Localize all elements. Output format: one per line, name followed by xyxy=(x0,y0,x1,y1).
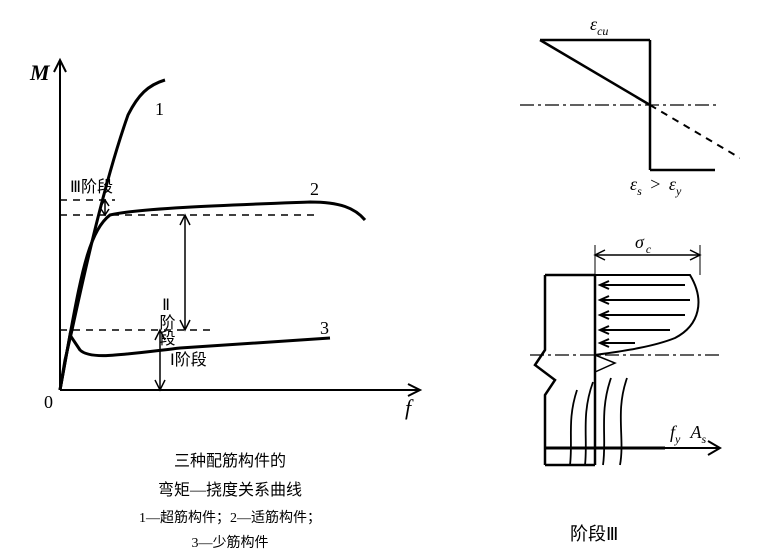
left-caption: 三种配筋构件的 弯矩—挠度关系曲线 1—超筋构件；2—适筋构件； 3—少筋构件 xyxy=(80,448,380,556)
as-sub: s xyxy=(702,432,707,446)
fy-sub: y xyxy=(674,432,681,446)
caption-line-3: 1—超筋构件；2—适筋构件； xyxy=(80,506,380,531)
stage-3-label: Ⅲ阶段 xyxy=(70,178,113,196)
svg-text:fy As: fy As xyxy=(670,422,707,447)
moment-deflection-chart: M f 0 1 2 3 Ⅰ阶段 Ⅱ阶段 xyxy=(10,40,450,460)
sigma-c-sub: c xyxy=(646,242,652,256)
origin-label: 0 xyxy=(44,392,53,412)
stress-diagram: σc xyxy=(485,230,745,510)
curve-1-label: 1 xyxy=(155,99,164,119)
curve-2-label: 2 xyxy=(310,179,319,199)
caption-line-1: 三种配筋构件的 xyxy=(80,448,380,477)
strain-diagram: εcu εs > εy xyxy=(490,10,740,200)
stage-2-label: Ⅱ阶段 xyxy=(157,295,176,346)
stage-1-label: Ⅰ阶段 xyxy=(170,351,207,369)
stage-3-caption: 阶段Ⅲ xyxy=(570,524,618,544)
eps-s-sub: s xyxy=(637,184,642,198)
eps-y-sub: y xyxy=(675,184,682,198)
stage-2-bracket xyxy=(180,215,190,330)
svg-text:εs > εy: εs > εy xyxy=(630,174,682,199)
y-axis-label: M xyxy=(29,60,51,85)
caption-line-4: 3—少筋构件 xyxy=(80,531,380,556)
svg-text:εcu: εcu xyxy=(590,14,608,38)
eps-cu-sub: cu xyxy=(597,24,608,38)
strain-cmp: > xyxy=(650,174,660,194)
x-axis-label: f xyxy=(405,395,414,420)
right-caption: 阶段Ⅲ xyxy=(570,520,618,546)
caption-line-2: 弯矩—挠度关系曲线 xyxy=(80,477,380,506)
curve-3-label: 3 xyxy=(320,318,329,338)
figure-container: M f 0 1 2 3 Ⅰ阶段 Ⅱ阶段 xyxy=(0,0,760,554)
curve-2 xyxy=(60,202,365,390)
svg-text:σc: σc xyxy=(635,232,652,256)
sigma-c-symbol: σ xyxy=(635,232,645,252)
